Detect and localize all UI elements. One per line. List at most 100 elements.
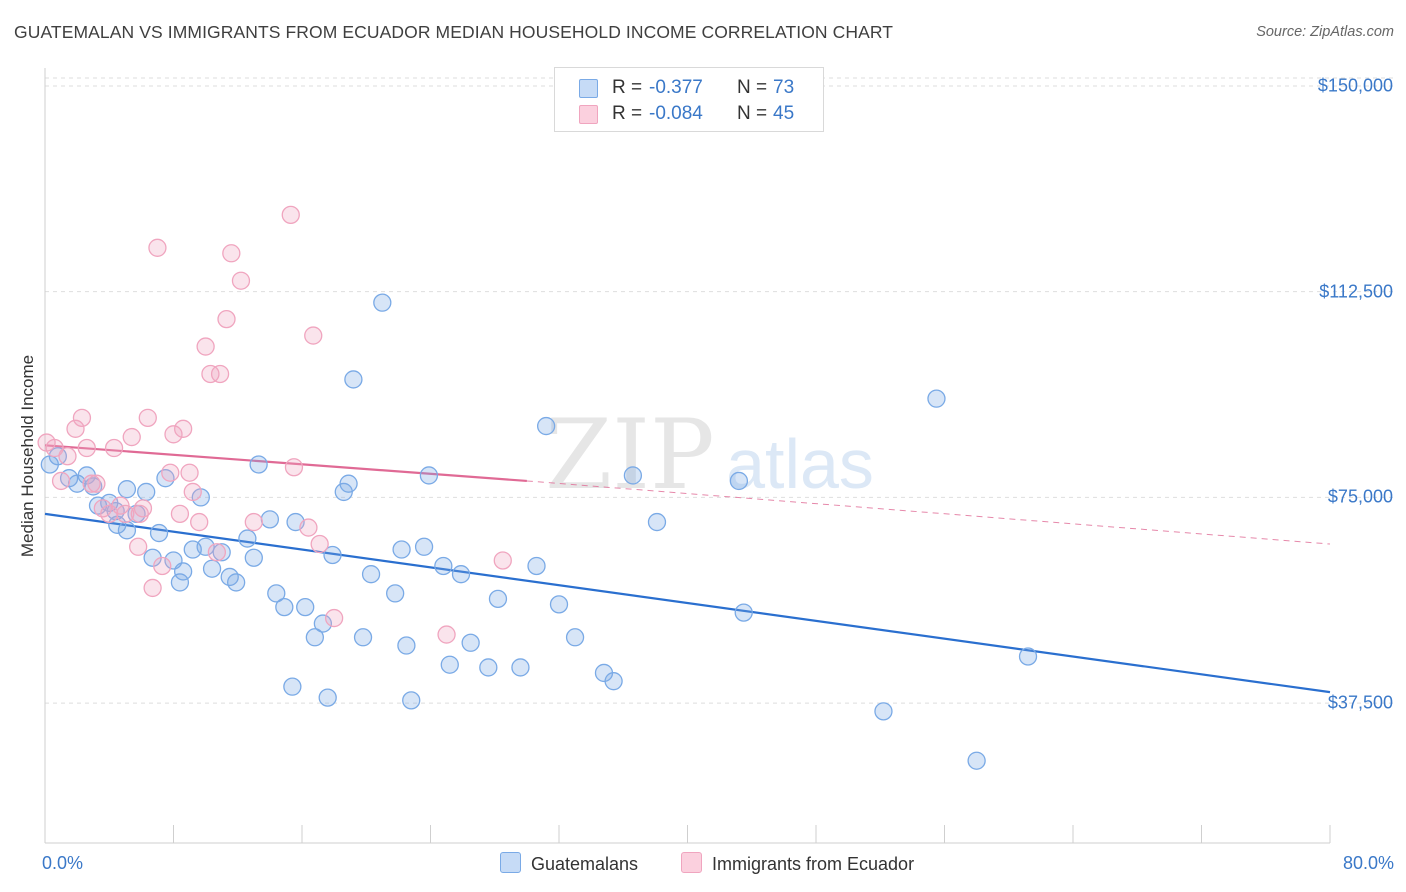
point-guatemalans: [149, 523, 169, 543]
point-ecuador: [164, 425, 183, 444]
data-points: [37, 205, 1038, 770]
point-guatemalans: [734, 603, 753, 622]
point-guatemalans: [283, 677, 302, 696]
point-guatemalans: [397, 636, 416, 655]
point-guatemalans: [196, 537, 215, 556]
y-tick-label: $150,000: [1317, 75, 1393, 96]
legend-r-value: -0.084: [649, 103, 703, 124]
point-ecuador: [201, 364, 220, 384]
point-ecuador: [196, 337, 215, 356]
legend-n-value: 45: [773, 103, 795, 124]
point-guatemalans: [511, 658, 530, 677]
point-guatemalans: [117, 521, 137, 540]
point-ecuador: [66, 419, 85, 438]
point-ecuador: [180, 463, 199, 482]
point-ecuador: [281, 205, 300, 225]
point-guatemalans: [623, 466, 643, 485]
point-ecuador: [170, 504, 190, 524]
point-guatemalans: [488, 589, 508, 609]
point-guatemalans: [479, 658, 498, 677]
point-guatemalans: [275, 597, 294, 617]
legend-r-value: -0.377: [649, 77, 703, 98]
stats-legend: R = -0.377 N = 73 R = -0.084 N = 45: [554, 67, 824, 132]
point-ecuador: [129, 537, 148, 556]
legend-swatch-blue: [579, 79, 598, 98]
bottom-legend-guatemalans: Guatemalans: [500, 852, 638, 875]
x-tick-label-min: 0.0%: [42, 853, 84, 873]
legend-n-value: 73: [773, 77, 795, 98]
point-guatemalans: [434, 556, 453, 576]
point-ecuador: [299, 518, 318, 537]
x-tick-label-max: 80.0%: [1342, 853, 1394, 873]
point-ecuador: [58, 447, 77, 466]
point-ecuador: [72, 408, 92, 428]
point-guatemalans: [244, 548, 263, 567]
trend-line-guatemalans: [44, 512, 1331, 694]
point-ecuador: [231, 271, 251, 290]
point-ecuador: [183, 482, 202, 502]
point-ecuador: [173, 419, 193, 438]
point-guatemalans: [373, 293, 392, 312]
point-ecuador: [324, 608, 344, 628]
point-ecuador: [217, 309, 236, 329]
point-guatemalans: [156, 469, 175, 488]
point-guatemalans: [202, 559, 222, 578]
chart-title: GUATEMALAN VS IMMIGRANTS FROM ECUADOR ME…: [14, 22, 894, 42]
point-guatemalans: [927, 389, 946, 408]
y-tick-label: $75,000: [1327, 486, 1393, 507]
watermark-zip: ZIP: [545, 399, 714, 511]
point-ecuador: [116, 504, 135, 524]
point-guatemalans: [392, 540, 411, 559]
point-guatemalans: [170, 573, 190, 592]
point-guatemalans: [604, 672, 623, 691]
bottom-legend-ecuador: Immigrants from Ecuador: [681, 852, 914, 875]
grid-lines: [45, 77, 1395, 704]
point-guatemalans: [874, 702, 893, 721]
point-ecuador: [51, 471, 71, 491]
bottom-legend-swatch-blue: [500, 852, 521, 873]
point-guatemalans: [647, 512, 667, 532]
point-guatemalans: [537, 416, 556, 436]
axes: [44, 68, 1331, 844]
point-guatemalans: [267, 584, 286, 603]
chart-source: Source: ZipAtlas.com: [1256, 24, 1394, 40]
point-ecuador: [122, 427, 141, 447]
point-guatemalans: [451, 565, 471, 584]
legend-swatch-pink: [579, 105, 598, 124]
point-guatemalans: [461, 633, 480, 652]
point-ecuador: [148, 238, 167, 257]
legend-r-label: R =: [612, 103, 643, 124]
point-guatemalans: [729, 471, 749, 491]
point-ecuador: [190, 512, 209, 532]
point-guatemalans: [565, 628, 585, 647]
legend-n-label: N =: [737, 103, 768, 124]
point-ecuador: [222, 244, 241, 263]
point-guatemalans: [249, 455, 268, 474]
point-guatemalans: [1018, 647, 1038, 666]
legend-n-label: N =: [737, 77, 768, 98]
y-tick-label: $112,500: [1319, 281, 1393, 302]
point-ecuador: [244, 512, 263, 532]
point-ecuador: [143, 578, 162, 598]
point-ecuador: [82, 474, 101, 493]
point-guatemalans: [440, 655, 459, 674]
y-tick-label: $37,500: [1327, 692, 1393, 713]
point-guatemalans: [226, 573, 246, 592]
point-guatemalans: [318, 688, 337, 707]
point-ecuador: [310, 534, 329, 554]
point-guatemalans: [353, 628, 373, 647]
bottom-legend-label: Guatemalans: [531, 854, 639, 874]
point-guatemalans: [212, 543, 231, 562]
point-guatemalans: [402, 691, 421, 710]
point-ecuador: [138, 408, 157, 428]
point-ecuador: [130, 504, 149, 524]
legend-r-label: R =: [612, 77, 643, 98]
point-guatemalans: [305, 628, 325, 647]
point-guatemalans: [344, 370, 363, 389]
point-ecuador: [207, 543, 227, 562]
point-ecuador: [437, 625, 456, 644]
point-guatemalans: [137, 482, 156, 502]
point-guatemalans: [117, 480, 137, 499]
point-guatemalans: [414, 537, 434, 556]
